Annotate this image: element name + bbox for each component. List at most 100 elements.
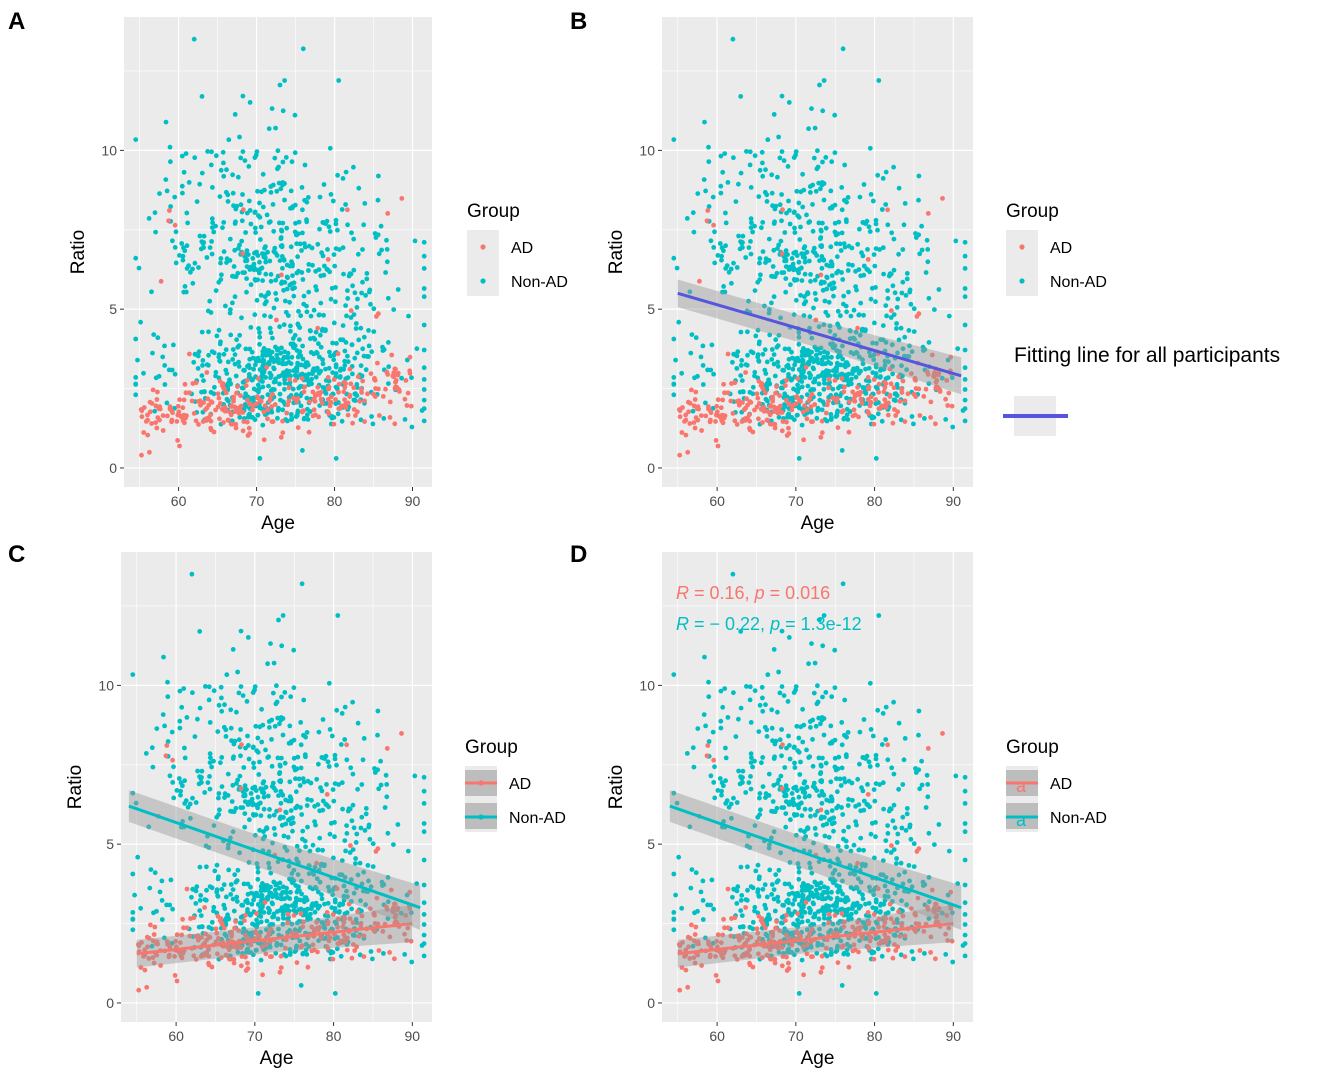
point-nonad: [358, 325, 364, 331]
point-nonad: [283, 361, 289, 367]
point-nonad: [891, 267, 897, 273]
point-nonad: [353, 856, 358, 861]
point-nonad: [834, 360, 840, 366]
point-ad: [182, 420, 187, 426]
point-nonad: [802, 271, 808, 277]
point-nonad: [294, 270, 300, 276]
point-ad: [280, 418, 285, 424]
point-nonad: [180, 253, 186, 259]
point-nonad: [221, 724, 227, 730]
point-nonad: [703, 723, 708, 729]
point-nonad: [760, 886, 766, 892]
point-nonad: [181, 686, 187, 691]
point-ad: [913, 386, 919, 391]
point-ad: [779, 428, 785, 434]
point-ad: [359, 913, 365, 919]
point-nonad: [201, 378, 206, 383]
point-nonad: [288, 694, 294, 700]
point-ad: [372, 912, 377, 918]
point-nonad: [786, 802, 792, 807]
point-nonad: [385, 295, 391, 301]
point-nonad: [882, 898, 888, 903]
point-nonad: [287, 816, 293, 822]
point-nonad: [902, 888, 907, 894]
point-ad: [277, 969, 283, 975]
point-nonad: [834, 895, 840, 901]
point-ad: [357, 398, 362, 404]
point-nonad: [719, 253, 724, 259]
point-nonad: [370, 864, 376, 869]
point-nonad: [850, 906, 855, 912]
point-ad: [142, 967, 148, 973]
point-nonad: [364, 276, 370, 282]
point-nonad: [872, 263, 878, 269]
point-ad: [361, 933, 367, 939]
point-nonad: [700, 382, 706, 387]
point-nonad: [830, 386, 836, 392]
point-nonad: [262, 187, 267, 193]
point-nonad: [832, 343, 838, 349]
point-ad: [721, 916, 726, 922]
point-nonad: [921, 883, 926, 888]
point-ad: [327, 403, 333, 409]
point-nonad: [818, 228, 824, 234]
point-ad: [786, 431, 792, 436]
point-nonad: [757, 874, 762, 880]
point-nonad: [791, 210, 797, 216]
point-nonad: [809, 922, 815, 927]
panel-letter: B: [570, 8, 587, 35]
point-nonad: [308, 916, 313, 922]
point-nonad: [860, 385, 866, 390]
point-nonad: [279, 643, 285, 649]
point-nonad: [178, 788, 184, 794]
point-nonad: [854, 900, 860, 906]
point-nonad: [762, 882, 768, 888]
point-nonad: [302, 162, 308, 168]
point-nonad: [792, 250, 797, 256]
point-nonad: [772, 809, 778, 815]
point-nonad: [176, 776, 182, 781]
point-nonad: [700, 363, 706, 368]
point-nonad: [292, 372, 298, 378]
point-ad: [243, 932, 248, 938]
point-ad: [893, 413, 899, 418]
point-nonad: [324, 782, 329, 787]
point-ad: [405, 390, 411, 396]
point-nonad: [926, 295, 932, 301]
x-tick-label: 90: [946, 493, 962, 509]
point-ad: [270, 419, 276, 424]
point-ad: [871, 421, 877, 427]
point-nonad: [252, 225, 258, 231]
point-nonad: [171, 342, 176, 348]
point-nonad: [334, 707, 340, 713]
point-nonad: [286, 395, 292, 400]
point-nonad: [869, 820, 875, 826]
point-nonad: [292, 112, 298, 118]
point-nonad: [835, 354, 841, 360]
point-ad: [336, 941, 342, 946]
point-nonad: [736, 768, 741, 774]
point-nonad: [786, 411, 792, 417]
point-nonad: [871, 887, 877, 893]
point-ad: [180, 950, 186, 956]
point-nonad: [412, 238, 418, 244]
point-ad: [388, 887, 394, 893]
point-ad: [318, 396, 324, 402]
point-nonad: [895, 385, 900, 390]
point-nonad: [255, 869, 261, 875]
point-nonad: [362, 828, 368, 833]
point-nonad: [800, 789, 806, 795]
point-nonad: [421, 801, 427, 806]
point-nonad: [133, 255, 139, 261]
point-ad: [167, 208, 172, 213]
point-nonad: [353, 391, 358, 397]
point-nonad: [793, 387, 799, 393]
point-ad: [270, 391, 275, 397]
point-ad: [392, 956, 397, 962]
point-ad: [877, 406, 883, 411]
point-nonad: [735, 349, 741, 355]
y-axis-title: Ratio: [65, 765, 86, 809]
point-ad: [234, 943, 240, 949]
point-nonad: [193, 800, 199, 805]
point-ad: [391, 905, 396, 911]
